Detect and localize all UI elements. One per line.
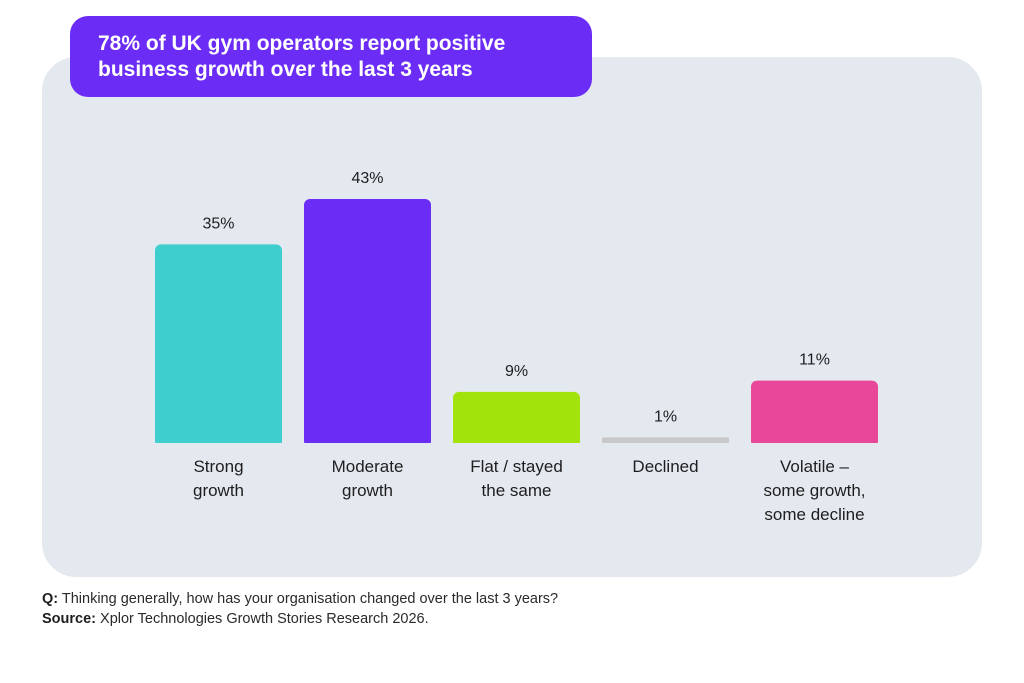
bar-0 — [155, 244, 282, 447]
bar-value-label-4: 11% — [799, 352, 830, 369]
chart-title-line-1: 78% of UK gym operators report positive — [98, 32, 506, 55]
chart-title: 78% of UK gym operators report positive … — [70, 16, 592, 97]
bar-base-mask-2 — [452, 443, 581, 449]
question-note: Q: Thinking generally, how has your orga… — [42, 589, 942, 609]
bar-value-label-3: 1% — [654, 408, 677, 425]
bar-4 — [751, 380, 878, 447]
category-label-4-line-1: some growth, — [763, 481, 865, 500]
category-label-0-line-0: Strong — [193, 457, 243, 476]
bar-2 — [453, 391, 580, 447]
bar-base-mask-3 — [601, 443, 730, 449]
chart-title-line-2: business growth over the last 3 years — [98, 58, 473, 81]
source-text: Xplor Technologies Growth Stories Resear… — [96, 611, 429, 627]
bar-base-mask-4 — [750, 443, 879, 449]
category-label-1-line-1: growth — [342, 481, 393, 500]
bar-1 — [304, 199, 431, 447]
bar-base-mask-1 — [303, 443, 432, 449]
category-label-3-line-0: Declined — [632, 457, 698, 476]
footnote: Q: Thinking generally, how has your orga… — [42, 589, 942, 629]
category-label-1-line-0: Moderate — [332, 457, 404, 476]
category-label-4-line-2: some decline — [764, 505, 864, 524]
question-text: Thinking generally, how has your organis… — [58, 591, 559, 607]
source-note: Source: Xplor Technologies Growth Storie… — [42, 609, 942, 629]
category-label-2-line-0: Flat / stayed — [470, 457, 563, 476]
source-label: Source: — [42, 611, 96, 627]
category-label-2-line-1: the same — [482, 481, 552, 500]
bar-value-label-1: 43% — [351, 170, 383, 187]
question-label: Q: — [42, 591, 59, 607]
bar-value-label-0: 35% — [202, 215, 234, 232]
bar-value-label-2: 9% — [505, 363, 528, 380]
category-label-0-line-1: growth — [193, 481, 244, 500]
category-label-4-line-0: Volatile – — [780, 457, 850, 476]
bar-base-mask-0 — [154, 443, 283, 449]
